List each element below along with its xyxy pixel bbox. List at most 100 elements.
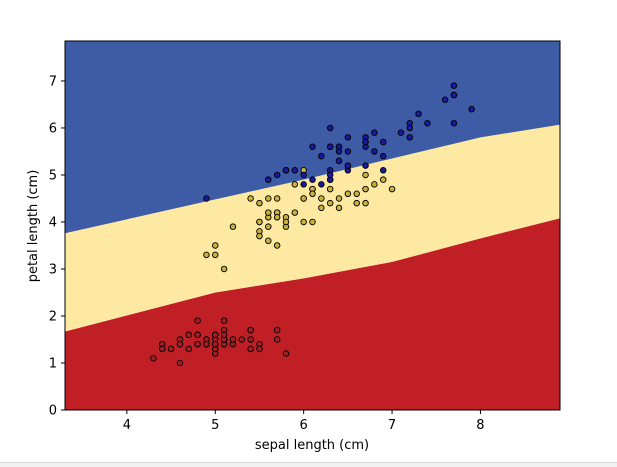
y-axis-label: petal length (cm) (26, 170, 41, 283)
point-virginica (362, 138, 369, 146)
point-versicolor (388, 185, 396, 193)
point-virginica (441, 96, 449, 104)
y-tick-label: 0 (49, 404, 57, 419)
point-virginica (326, 124, 334, 132)
point-virginica (326, 143, 334, 151)
point-versicolor (265, 237, 272, 245)
x-tick-label: 4 (123, 418, 131, 433)
point-versicolor (265, 195, 272, 202)
point-virginica (397, 129, 405, 136)
point-versicolor (300, 218, 307, 226)
point-versicolor (362, 171, 369, 179)
class-1-region (65, 124, 560, 332)
point-versicolor (362, 199, 369, 207)
point-versicolor (291, 209, 299, 216)
point-versicolor (273, 214, 281, 221)
point-setosa (194, 340, 201, 348)
point-virginica (300, 181, 307, 188)
point-setosa (212, 340, 219, 348)
point-virginica (371, 148, 378, 155)
point-setosa (229, 336, 237, 343)
point-versicolor (353, 190, 360, 198)
point-versicolor (212, 242, 219, 249)
point-virginica (344, 162, 352, 169)
point-versicolor (282, 218, 290, 226)
class-2-region (65, 41, 560, 234)
point-setosa (212, 331, 219, 339)
class-0-region (65, 218, 560, 410)
point-setosa (238, 336, 246, 343)
point-virginica (344, 148, 352, 155)
y-tick-label: 4 (49, 215, 57, 230)
point-setosa (282, 350, 290, 357)
point-virginica (318, 181, 325, 188)
point-setosa (150, 355, 157, 362)
point-setosa (158, 345, 166, 353)
point-setosa (167, 345, 175, 353)
y-tick-label: 6 (49, 121, 57, 136)
point-virginica (379, 152, 387, 160)
point-versicolor (256, 232, 263, 240)
point-virginica (424, 120, 431, 127)
point-virginica (450, 91, 458, 99)
point-versicolor (335, 195, 343, 202)
point-setosa (247, 345, 254, 353)
plot-frame (64, 40, 561, 411)
point-virginica (265, 176, 272, 183)
point-setosa (203, 340, 210, 348)
point-virginica (344, 134, 352, 141)
point-setosa (220, 331, 228, 339)
x-axis-label: sepal length (cm) (255, 438, 369, 453)
point-virginica (326, 171, 334, 179)
point-versicolor (265, 209, 272, 216)
point-virginica (406, 134, 413, 141)
point-virginica (273, 171, 281, 179)
point-versicolor (273, 242, 281, 249)
point-versicolor (318, 195, 325, 202)
point-virginica (335, 148, 343, 155)
point-virginica (318, 152, 325, 160)
y-tick-label: 2 (49, 309, 57, 324)
decision-regions (65, 41, 560, 410)
y-tick-label: 5 (49, 168, 57, 183)
point-setosa (273, 326, 281, 334)
window-bottom-edge (0, 462, 617, 467)
point-versicolor (309, 190, 316, 198)
point-setosa (194, 331, 201, 339)
point-versicolor (300, 195, 307, 202)
point-virginica (468, 105, 475, 113)
point-virginica (450, 82, 458, 89)
point-setosa (185, 331, 192, 339)
point-virginica (379, 167, 387, 174)
point-versicolor (212, 251, 219, 259)
point-setosa (176, 340, 184, 348)
point-virginica (362, 162, 369, 169)
point-versicolor (326, 199, 334, 207)
point-virginica (415, 110, 422, 118)
point-setosa (220, 317, 228, 324)
point-versicolor (344, 190, 352, 198)
point-versicolor (256, 199, 263, 207)
point-virginica (371, 129, 378, 136)
point-versicolor (353, 199, 360, 207)
point-virginica (309, 143, 316, 151)
x-tick-label: 6 (300, 418, 308, 433)
point-virginica (291, 167, 299, 174)
point-setosa (176, 359, 184, 367)
point-versicolor (335, 204, 343, 212)
point-versicolor (291, 181, 299, 188)
point-versicolor (203, 251, 210, 259)
point-versicolor (318, 204, 325, 212)
point-virginica (450, 120, 458, 127)
x-tick-label: 8 (476, 418, 484, 433)
point-versicolor (220, 265, 228, 273)
y-tick-label: 3 (49, 262, 57, 277)
point-virginica (300, 171, 307, 179)
point-versicolor (265, 223, 272, 230)
point-versicolor (256, 218, 263, 226)
point-setosa (256, 345, 263, 353)
x-tick-label: 7 (388, 418, 396, 433)
point-versicolor (371, 181, 378, 188)
point-setosa (247, 336, 254, 343)
